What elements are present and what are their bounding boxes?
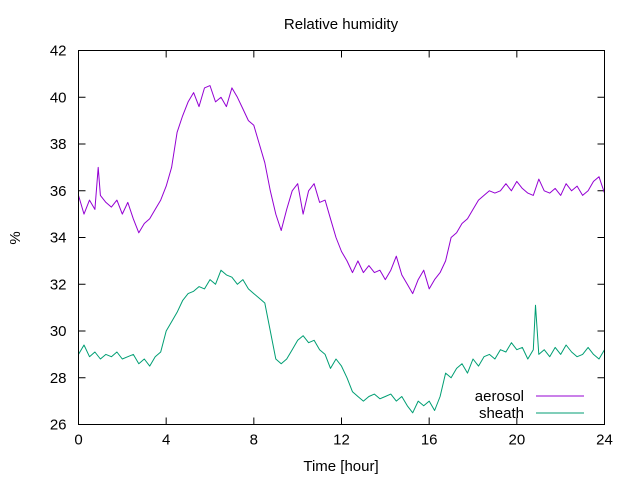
x-tick-label: 16: [421, 432, 438, 449]
x-tick-label: 8: [250, 432, 258, 449]
y-tick-label: 36: [50, 183, 67, 200]
y-tick-label: 42: [50, 43, 67, 60]
y-axis-label: %: [7, 231, 24, 244]
y-tick-label: 40: [50, 89, 67, 106]
y-tick-label: 30: [50, 323, 67, 340]
plot-area: [78, 85, 605, 414]
y-tick-label: 28: [50, 370, 67, 387]
x-tick-label: 4: [162, 432, 170, 449]
series-line-aerosol: [78, 85, 605, 295]
x-tick-label: 24: [596, 432, 613, 449]
legend-label-sheath: sheath: [479, 405, 524, 422]
y-tick-label: 38: [50, 136, 67, 153]
plot-frame: [78, 50, 605, 425]
chart-title: Relative humidity: [284, 16, 399, 33]
x-axis-label: Time [hour]: [303, 458, 378, 475]
y-tick-label: 32: [50, 276, 67, 293]
x-tick-label: 0: [74, 432, 82, 449]
legend-label-aerosol: aerosol: [475, 388, 524, 405]
y-tick-label: 26: [50, 417, 67, 434]
axis-ticks: 0 4 8 12 16 20 24 26 28 30 32 34 36 38 40 42: [50, 43, 613, 449]
x-tick-label: 20: [508, 432, 525, 449]
y-tick-label: 34: [50, 230, 67, 247]
series-line-sheath: [78, 269, 605, 414]
x-tick-label: 12: [333, 432, 350, 449]
